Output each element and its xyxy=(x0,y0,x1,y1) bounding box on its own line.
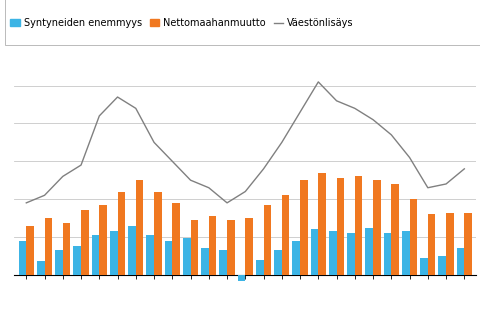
Bar xyxy=(245,218,252,275)
Bar xyxy=(427,214,434,275)
Legend: Syntyneiden enemmyys, Nettomaahanmuutto, Väestönlisäys: Syntyneiden enemmyys, Nettomaahanmuutto,… xyxy=(10,18,353,28)
Bar xyxy=(383,233,391,275)
Bar xyxy=(154,192,161,275)
Bar xyxy=(456,248,463,275)
Bar xyxy=(274,250,281,275)
Bar xyxy=(172,203,180,275)
Bar xyxy=(99,205,107,275)
Bar xyxy=(81,210,88,275)
Bar xyxy=(63,223,70,275)
Bar xyxy=(19,241,26,275)
Bar xyxy=(201,248,208,275)
Bar xyxy=(135,180,143,275)
Bar xyxy=(219,250,227,275)
Bar xyxy=(55,250,63,275)
Bar xyxy=(318,173,325,275)
Bar xyxy=(354,176,362,275)
Bar xyxy=(372,180,380,275)
Bar xyxy=(109,231,117,275)
Bar xyxy=(263,205,271,275)
FancyBboxPatch shape xyxy=(5,0,480,45)
Bar xyxy=(227,220,234,275)
Bar xyxy=(300,180,307,275)
Bar xyxy=(128,226,135,275)
Bar xyxy=(92,235,99,275)
Bar xyxy=(445,213,453,275)
Bar xyxy=(437,256,445,275)
Bar xyxy=(409,199,416,275)
Bar xyxy=(281,195,289,275)
Bar xyxy=(328,231,336,275)
Bar xyxy=(255,260,263,275)
Bar xyxy=(164,241,172,275)
Bar xyxy=(26,226,34,275)
Bar xyxy=(73,246,81,275)
Bar xyxy=(237,275,245,281)
Bar xyxy=(37,261,45,275)
Bar xyxy=(336,178,344,275)
Bar xyxy=(190,220,198,275)
Bar xyxy=(420,258,427,275)
Bar xyxy=(347,233,354,275)
Bar xyxy=(146,235,154,275)
Bar xyxy=(401,231,409,275)
Bar xyxy=(463,213,471,275)
Bar xyxy=(182,238,190,275)
Bar xyxy=(310,229,318,275)
Bar xyxy=(208,216,216,275)
Bar xyxy=(365,228,372,275)
Bar xyxy=(391,184,398,275)
Bar xyxy=(45,218,52,275)
Bar xyxy=(117,192,125,275)
Bar xyxy=(292,241,300,275)
